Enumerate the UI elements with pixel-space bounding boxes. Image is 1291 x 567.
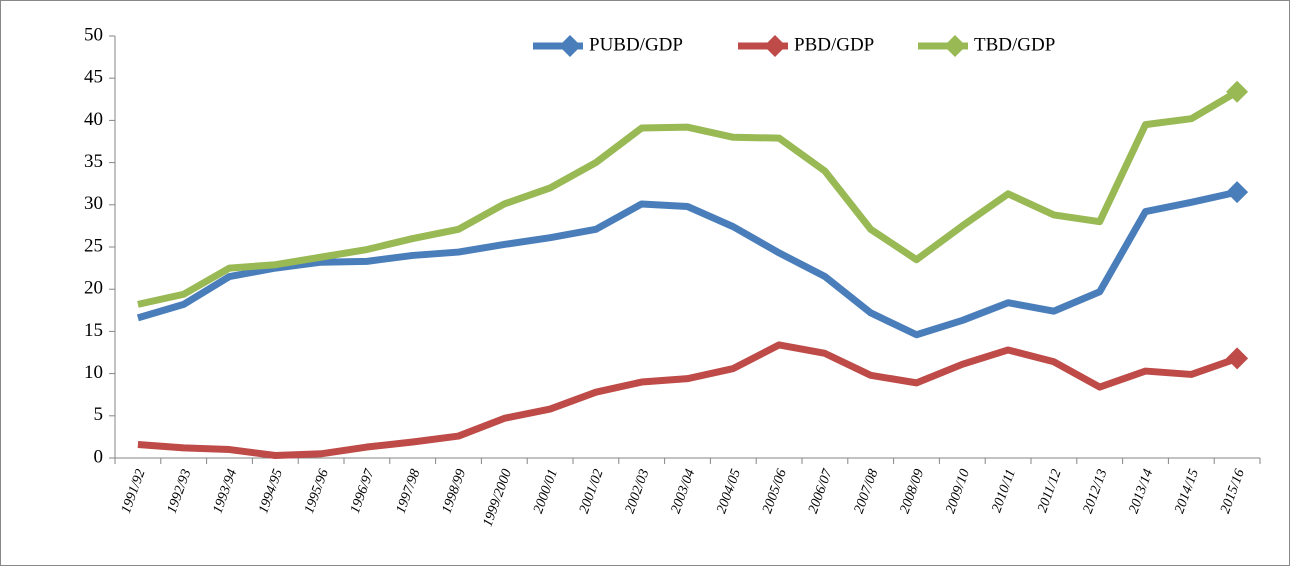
- y-tick-label: 40: [84, 109, 103, 130]
- y-tick-label: 10: [84, 362, 103, 383]
- legend-label: PUBD/GDP: [589, 34, 683, 55]
- y-tick-label: 30: [84, 193, 103, 214]
- end-marker: [1226, 347, 1249, 370]
- legend-marker: [764, 35, 786, 57]
- legend-label: TBD/GDP: [974, 34, 1055, 55]
- y-tick-label: 45: [84, 67, 103, 88]
- series-line: [137, 341, 1239, 459]
- end-marker: [1226, 80, 1249, 103]
- y-tick-label: 50: [84, 24, 103, 45]
- y-tick-label: 35: [84, 151, 103, 172]
- y-tick-label: 5: [94, 404, 104, 425]
- legend-marker: [559, 35, 581, 57]
- y-tick-label: 15: [84, 320, 103, 341]
- y-tick-label: 20: [84, 278, 103, 299]
- series-line: [136, 188, 1238, 339]
- y-tick-label: 0: [94, 446, 104, 467]
- legend-label: PBD/GDP: [794, 34, 874, 55]
- y-tick-label: 25: [84, 235, 103, 256]
- legend-marker: [944, 35, 966, 57]
- end-marker: [1226, 181, 1249, 204]
- series-line: [137, 88, 1239, 308]
